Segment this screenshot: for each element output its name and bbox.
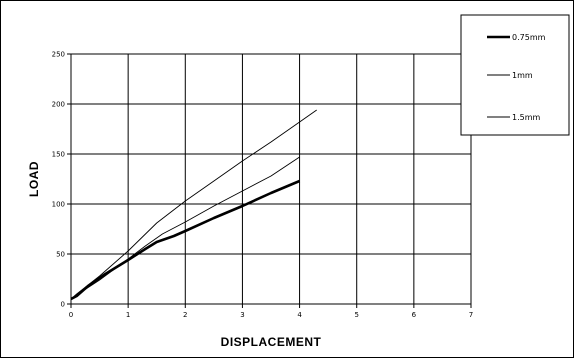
y-tick-label: 0 <box>61 301 65 309</box>
grid-lines <box>71 54 471 304</box>
legend-label: 0.75mm <box>512 33 546 42</box>
x-tick-label: 6 <box>412 311 417 319</box>
series-line-3 <box>70 109 317 300</box>
legend-box <box>460 14 570 136</box>
plot-area <box>70 53 472 305</box>
y-tick-label: 200 <box>52 101 65 109</box>
y-axis-ticks: 0 50 100 150 200 250 <box>52 51 71 309</box>
y-tick-label: 250 <box>52 51 65 59</box>
x-tick-label: 4 <box>297 311 302 319</box>
x-axis-title: DISPLACEMENT <box>221 335 322 349</box>
x-tick-label: 5 <box>354 311 358 319</box>
x-tick-label: 2 <box>183 311 187 319</box>
series-line-1 <box>70 179 301 301</box>
series-lines <box>70 109 317 301</box>
x-axis-ticks: 0 1 2 3 4 5 6 7 <box>69 304 473 319</box>
legend: 0.75mm 1mm 1.5mm <box>460 14 570 136</box>
y-axis-title: LOAD <box>27 161 41 197</box>
legend-label: 1.5mm <box>512 113 541 122</box>
y-tick-label: 100 <box>52 201 65 209</box>
legend-label: 1mm <box>512 71 533 80</box>
y-tick-label: 50 <box>56 251 65 259</box>
x-tick-label: 0 <box>69 311 73 319</box>
y-tick-label: 150 <box>52 151 65 159</box>
x-tick-label: 7 <box>469 311 473 319</box>
x-tick-label: 3 <box>240 311 244 319</box>
series-line-2 <box>70 156 300 300</box>
x-tick-label: 1 <box>126 311 130 319</box>
